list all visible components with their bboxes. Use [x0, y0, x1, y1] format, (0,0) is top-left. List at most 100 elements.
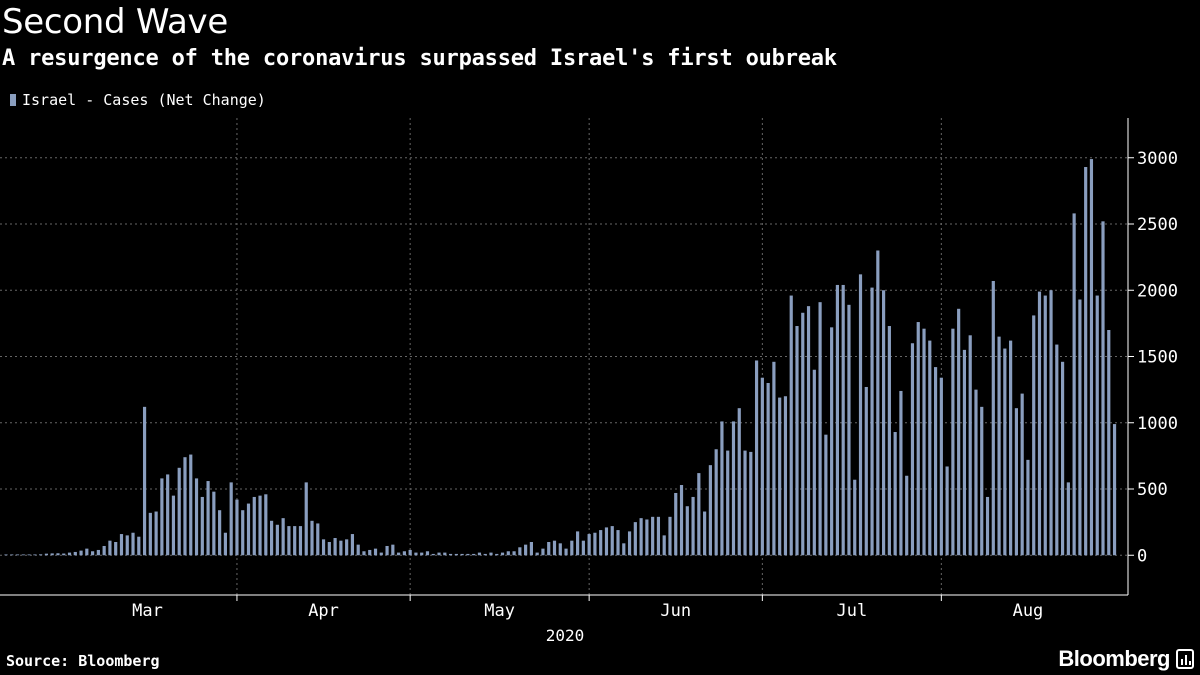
bar — [79, 550, 83, 556]
bar — [789, 295, 793, 556]
bar — [581, 540, 585, 556]
bar — [962, 349, 967, 556]
bar — [194, 478, 199, 556]
bar — [437, 552, 441, 556]
bar — [264, 494, 268, 556]
bar — [345, 539, 349, 556]
bar — [887, 326, 891, 556]
bar — [662, 535, 666, 556]
bar — [639, 518, 643, 556]
bar — [4, 554, 8, 556]
bar — [991, 280, 995, 556]
bar — [373, 548, 378, 556]
x-tick-label: Aug — [1013, 601, 1044, 621]
x-tick-label: Apr — [308, 601, 339, 621]
y-tick-label: 500 — [1137, 480, 1168, 500]
bar — [731, 421, 736, 556]
bar — [847, 304, 851, 556]
bar — [905, 475, 909, 556]
bar — [200, 496, 204, 556]
bar — [489, 552, 493, 556]
bar — [685, 506, 689, 556]
axes — [0, 118, 1134, 601]
legend-swatch — [10, 94, 16, 106]
bar — [67, 552, 72, 556]
bar — [466, 553, 470, 556]
chart-subtitle: A resurgence of the coronavirus surpasse… — [2, 46, 837, 71]
bar — [154, 511, 158, 556]
bar — [795, 326, 799, 556]
bar — [339, 540, 343, 556]
bar — [1112, 424, 1117, 556]
bar — [841, 284, 845, 556]
bar — [460, 553, 464, 556]
bar — [529, 542, 533, 556]
y-tick-label: 2500 — [1137, 215, 1178, 235]
bar — [720, 421, 724, 556]
bar — [1003, 348, 1007, 556]
bar — [599, 530, 603, 556]
bar — [772, 361, 776, 556]
bar — [1072, 213, 1076, 556]
bar — [310, 520, 314, 556]
bar — [183, 457, 187, 556]
bar — [922, 328, 926, 556]
y-tick-label: 3000 — [1137, 149, 1178, 169]
bar — [85, 548, 89, 556]
bar — [1089, 159, 1094, 556]
bar — [651, 516, 655, 556]
bar — [275, 524, 279, 556]
bar — [148, 512, 152, 556]
bar — [448, 553, 453, 556]
bar — [298, 526, 303, 556]
bar — [1101, 221, 1105, 556]
bar — [899, 390, 903, 556]
x-tick-label: Mar — [132, 601, 163, 621]
bar — [391, 544, 395, 556]
bar — [472, 553, 476, 556]
bar — [622, 543, 626, 556]
bar — [96, 549, 100, 556]
bar — [293, 526, 297, 556]
bar — [321, 539, 326, 556]
bar — [674, 492, 678, 556]
x-tick-label: Jun — [660, 601, 691, 621]
bar — [397, 552, 401, 556]
bar — [241, 510, 245, 556]
bar — [50, 553, 54, 556]
bar — [119, 534, 124, 556]
bar — [385, 545, 389, 556]
bar — [131, 532, 135, 556]
bar — [177, 467, 181, 556]
bar — [968, 335, 972, 556]
bar — [102, 545, 106, 556]
bar — [1066, 482, 1070, 556]
bar — [749, 451, 753, 556]
bar — [512, 551, 516, 556]
x-tick-label: Jul — [836, 601, 867, 621]
bar — [431, 553, 435, 556]
bar — [541, 548, 545, 556]
bar — [558, 543, 562, 556]
bar — [495, 553, 499, 556]
bar — [726, 450, 730, 556]
bar — [518, 547, 522, 556]
bar — [818, 302, 822, 556]
bar — [443, 552, 447, 556]
bar — [425, 551, 430, 556]
bar — [535, 552, 539, 556]
bar — [1107, 330, 1111, 556]
x-axis-labels: Mar Apr May Jun Jul Aug — [132, 601, 1043, 621]
bar — [604, 527, 609, 556]
bar — [858, 274, 863, 556]
bar — [44, 553, 49, 556]
bar — [627, 531, 632, 556]
bar — [668, 516, 672, 556]
bar — [547, 542, 551, 556]
bar — [287, 526, 291, 556]
bar — [985, 496, 990, 556]
bar — [171, 495, 176, 556]
bar — [552, 540, 557, 556]
bar — [853, 479, 857, 556]
bar — [1055, 344, 1059, 556]
